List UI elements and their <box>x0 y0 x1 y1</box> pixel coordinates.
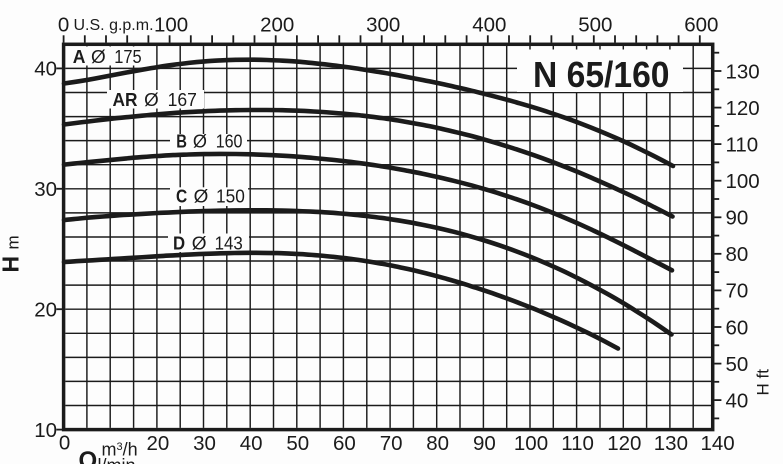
svg-text:D: D <box>173 234 185 254</box>
svg-text:500: 500 <box>578 14 612 37</box>
svg-text:100: 100 <box>154 14 188 37</box>
svg-text:90: 90 <box>726 207 749 230</box>
svg-text:m3/h: m3/h <box>102 440 138 460</box>
svg-text:160: 160 <box>216 132 243 152</box>
svg-text:300: 300 <box>366 14 400 37</box>
svg-text:Ø: Ø <box>193 132 207 152</box>
svg-text:AR: AR <box>113 90 138 110</box>
svg-text:0: 0 <box>58 14 69 37</box>
svg-text:40: 40 <box>240 432 263 455</box>
svg-text:20: 20 <box>146 432 169 455</box>
svg-text:H ft: H ft <box>754 369 773 396</box>
svg-text:400: 400 <box>472 14 506 37</box>
svg-text:60: 60 <box>333 432 356 455</box>
svg-text:150: 150 <box>216 187 245 207</box>
svg-text:120: 120 <box>607 432 641 455</box>
svg-text:175: 175 <box>114 47 141 67</box>
svg-text:100: 100 <box>726 170 760 193</box>
svg-text:20: 20 <box>34 299 57 322</box>
svg-text:40: 40 <box>34 58 57 81</box>
svg-text:600: 600 <box>684 14 718 37</box>
svg-text:l/min: l/min <box>98 456 136 464</box>
svg-text:60: 60 <box>726 316 749 339</box>
svg-text:140: 140 <box>700 432 734 455</box>
svg-text:C: C <box>176 187 187 207</box>
svg-text:200: 200 <box>260 14 294 37</box>
svg-text:A: A <box>73 47 86 67</box>
svg-text:120: 120 <box>726 97 760 120</box>
svg-text:80: 80 <box>726 243 749 266</box>
svg-text:130: 130 <box>726 60 760 83</box>
svg-text:40: 40 <box>726 389 749 412</box>
svg-text:Ø: Ø <box>144 90 159 110</box>
svg-text:30: 30 <box>34 178 57 201</box>
svg-text:50: 50 <box>726 353 749 376</box>
svg-text:100: 100 <box>514 432 548 455</box>
svg-text:80: 80 <box>426 432 449 455</box>
svg-text:H m: H m <box>0 235 24 272</box>
svg-text:Q: Q <box>79 447 98 464</box>
svg-text:110: 110 <box>726 133 759 156</box>
svg-text:110: 110 <box>561 432 594 455</box>
svg-text:70: 70 <box>380 432 403 455</box>
svg-text:B: B <box>176 132 187 152</box>
svg-text:167: 167 <box>168 90 197 110</box>
svg-text:90: 90 <box>473 432 496 455</box>
svg-text:Ø: Ø <box>194 187 209 207</box>
svg-text:130: 130 <box>654 432 688 455</box>
svg-text:0: 0 <box>59 432 70 455</box>
svg-text:Ø: Ø <box>192 234 207 254</box>
svg-text:30: 30 <box>193 432 216 455</box>
svg-text:50: 50 <box>286 432 309 455</box>
svg-text:Ø: Ø <box>91 47 106 67</box>
svg-text:U.S. g.p.m.: U.S. g.p.m. <box>74 17 154 34</box>
svg-text:143: 143 <box>215 234 243 254</box>
svg-text:N 65/160: N 65/160 <box>533 54 670 95</box>
svg-text:70: 70 <box>726 280 749 303</box>
svg-text:10: 10 <box>34 419 57 442</box>
